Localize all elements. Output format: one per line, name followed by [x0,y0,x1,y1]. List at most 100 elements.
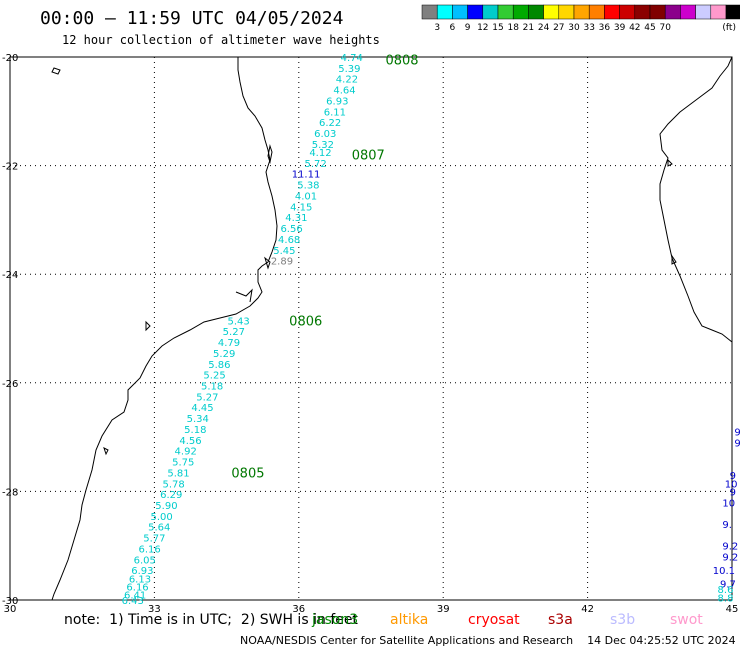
x-tick-label: 30 [4,604,17,615]
madagascar-inlet [671,254,677,265]
wave-height-value: 5.43 [228,316,250,327]
wave-height-value: 6.41 [124,591,146,602]
edge-wave-value: 8.6 [718,585,734,596]
madagascar-lake [667,158,673,167]
madagascar-coastline [659,56,733,343]
wave-height-value: 5.72 [305,159,327,170]
pass-time-label: 0806 [289,314,322,329]
wave-height-value: 4.12 [309,148,331,159]
map-title: 00:00 — 11:59 UTC 04/05/2024 [40,8,344,29]
wave-height-value: 11.11 [292,170,321,181]
bazaruto-island [267,144,273,164]
pass-time-label: 0807 [352,149,385,164]
edge-wave-value: 9.2 [722,553,738,564]
wave-height-value: 5.78 [163,479,185,490]
colorbar-label: 39 [614,23,626,33]
colorbar-swatch [725,4,740,20]
colorbar-label: 3 [434,23,440,33]
wave-height-value: 5.90 [155,501,177,512]
colorbar-swatch [695,4,712,20]
y-tick-label: -24 [2,270,18,281]
x-tick-label: 33 [148,604,161,615]
wave-height-value: 4.15 [290,202,312,213]
colorbar-label: 15 [492,23,503,33]
wave-height-value: 6.11 [324,107,346,118]
colorbar-label: 9 [465,23,471,33]
wave-height-value: 4.64 [333,86,355,97]
x-tick-label: 42 [581,604,594,615]
wave-height-value: 5.86 [208,360,230,371]
lake-3 [103,447,109,456]
colorbar-label: 21 [523,23,534,33]
x-tick-label: 36 [292,604,305,615]
pass-time-label: 0805 [231,466,264,481]
pass-time-labels: 0808 0807 0806 0805 [231,54,418,482]
maputo-bay-inlet [235,288,253,303]
colorbar-label: 42 [629,23,640,33]
satellite-swot: swot [670,612,703,628]
colorbar-label: 36 [599,23,611,33]
wave-height-value: 6.05 [134,555,156,566]
edge-wave-value: 9 [734,428,740,439]
wave-height-value: 6.93 [326,96,348,107]
colorbar-label: 33 [583,23,594,33]
edge-wave-value: 9.2 [722,542,738,553]
colorbar-label: 70 [659,23,671,33]
y-tick-label: -22 [2,162,18,173]
colorbar-swatch [634,4,651,20]
y-tick-label: -28 [2,487,18,498]
wave-height-value: 5.75 [172,458,194,469]
wave-height-value: 4.01 [295,191,317,202]
edge-wave-value: 9 [734,439,740,450]
wave-height-value: 5.77 [143,534,165,545]
wave-height-value: 6.13 [129,574,151,585]
satellite-jason3: jason3 [312,612,359,628]
y-tick-label: -26 [2,379,18,390]
wave-height-value: 5.34 [187,414,209,425]
africa-coastline [51,57,278,601]
y-tick-label: -20 [2,53,18,64]
wave-height-value: 5.38 [297,181,319,192]
colorbar-legend: 3 6 9 12 15 18 21 24 27 30 33 36 39 42 45 70 (ft) [421,4,740,33]
inhambane-point [264,256,271,270]
colorbar-swatch [452,4,468,20]
wave-height-value: 6.22 [319,118,341,129]
coastline [51,56,733,601]
colorbar-swatch [558,4,575,20]
wave-height-value: 6.29 [160,490,182,501]
colorbar-label: 30 [568,23,580,33]
footer-credit: NOAA/NESDIS Center for Satellite Applica… [240,634,736,647]
wave-height-value: 5.00 [150,512,172,523]
colorbar-swatch [421,4,438,20]
colorbar-label: 18 [507,23,519,33]
colorbar-label: 27 [553,23,564,33]
wave-height-value: 6.56 [280,224,302,235]
edge-wave-value: 9.7 [720,580,736,591]
wave-height-value: 4.79 [218,338,240,349]
wave-height-value: 4.45 [191,403,213,414]
colorbar-swatch [528,4,544,20]
colorbar-swatch [588,4,605,20]
pass-time-label: 0808 [385,54,418,69]
wave-height-value: 6.03 [314,129,336,140]
edge-wave-value: 9 [730,471,736,482]
wave-height-value: 5.39 [338,64,360,75]
y-tick-label: -30 [2,596,18,607]
colorbar-swatch [467,4,484,20]
wave-height-value: 2.89 [271,257,293,268]
wave-height-value: 6.43 [122,596,144,607]
edge-wave-value: 10 [725,479,738,490]
colorbar-swatch [482,4,499,20]
axis-ticks: 30 33 36 39 42 45 -20 -22 -24 -26 -28 -30 [2,53,738,615]
wave-height-value: 5.18 [184,425,206,436]
colorbar-label: 6 [450,23,456,33]
wave-height-value: 4.56 [179,436,201,447]
wave-height-value: 6.16 [126,582,148,593]
colorbar-label: 24 [538,23,550,33]
wave-height-value: 4.68 [278,235,300,246]
edge-wave-value: 10.1 [713,566,735,577]
edge-wave-value: 10 [722,498,735,509]
colorbar-swatch [664,4,681,20]
edge-wave-value: 9. [722,520,732,531]
